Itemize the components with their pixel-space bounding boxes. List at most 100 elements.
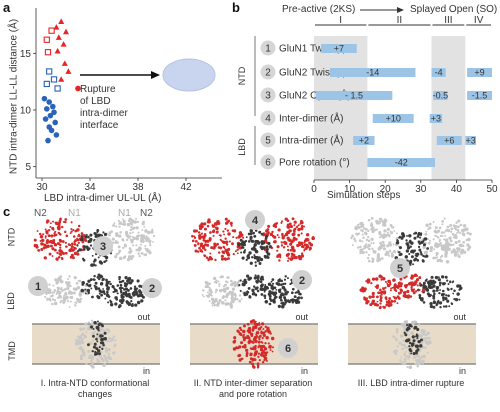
structure-atom [416, 337, 419, 340]
structure-atom [137, 247, 141, 251]
scatter-point [45, 137, 51, 144]
structure-atom [197, 234, 201, 237]
structure-atom [255, 333, 258, 336]
structure-atom [251, 288, 255, 292]
structure-atom [128, 247, 132, 250]
structure-atom [76, 238, 80, 242]
structure-atom [256, 258, 261, 263]
structure-atom [85, 362, 88, 365]
structure-atom [129, 296, 132, 299]
structure-atom [426, 292, 430, 296]
structure-atom [194, 250, 198, 253]
structure-atom [94, 264, 97, 267]
structure-atom [139, 291, 143, 294]
structure-atom [273, 296, 277, 300]
structure-atom [424, 279, 428, 282]
structure-atom [366, 246, 369, 249]
structure-atom [300, 254, 305, 258]
structure-atom [240, 341, 244, 345]
structure-atom [420, 341, 424, 345]
structure-atom [241, 282, 246, 287]
structure-atom [223, 287, 226, 291]
structure-atom [401, 343, 404, 347]
structure-atom [70, 230, 73, 233]
structure-atom [214, 304, 216, 306]
structure-atom [399, 288, 402, 291]
structure-atom [410, 255, 414, 259]
scatter-point [46, 68, 53, 75]
structure-atom [257, 346, 260, 349]
phase-label: II [397, 15, 403, 26]
structure-atom [421, 345, 425, 349]
y-tick-label: 10 [20, 106, 32, 117]
phase-label: III [444, 15, 452, 26]
scatter-point [50, 76, 58, 83]
structure-atom [286, 236, 290, 240]
structure-atom [91, 295, 94, 299]
row-number-badge [260, 64, 276, 80]
structure-marker: 3 [100, 241, 106, 253]
structure-atom [385, 250, 388, 253]
structure-atom [103, 232, 108, 237]
structure-atom [119, 289, 123, 293]
structure-atom [90, 319, 94, 322]
state-start-label: Pre-active (2KS) [282, 4, 356, 15]
structure-atom [206, 224, 210, 228]
structure-atom [250, 239, 255, 243]
structure-atom [124, 292, 128, 297]
structure-atom [118, 280, 122, 284]
structure-atom [109, 303, 114, 307]
structure-atom [271, 234, 275, 238]
structure-atom [242, 324, 246, 328]
structure-atom [129, 287, 133, 290]
structure-atom [112, 290, 115, 294]
structure-atom [214, 299, 218, 303]
structure-atom [115, 239, 118, 242]
structure-atom [144, 244, 147, 247]
structure-atom [430, 275, 434, 279]
structure-atom [466, 243, 470, 247]
panel-c-svg: out in out in out in 1 2 3 4 2 6 5 [28, 210, 476, 376]
structure-atom [239, 289, 242, 292]
structure-atom [370, 237, 374, 241]
structure-atom [457, 239, 461, 243]
structure-atom [42, 233, 45, 236]
structure-atom [242, 329, 246, 334]
structure-atom [201, 293, 204, 296]
structure-atom [276, 245, 280, 249]
structure-atom [350, 236, 353, 240]
structure-atom [433, 248, 436, 251]
structure-atom [378, 291, 382, 295]
structure-atom [92, 345, 96, 349]
panel-a: 30 34 38 42 5 10 15 × LBD intra-dimer UL-UL (Å… [0, 0, 230, 204]
structure-atom [360, 228, 363, 232]
structure-atom [147, 230, 151, 235]
structure-atom [245, 236, 248, 239]
structure-atom [385, 300, 389, 304]
structure-atom [69, 255, 73, 259]
structure-atom [95, 233, 98, 236]
structure-atom [40, 242, 44, 246]
structure-atom [271, 230, 274, 234]
structure-atom [454, 240, 458, 245]
structure-atom [359, 251, 362, 255]
structure-atom [233, 280, 237, 284]
structure-atom [278, 255, 281, 258]
structure-atom [207, 258, 210, 262]
structure-atom [47, 234, 51, 238]
structure-atom [428, 294, 431, 297]
structure-atom [283, 278, 287, 281]
structure-atom [447, 294, 450, 297]
structure-atom [88, 239, 92, 243]
structure-atom [439, 256, 442, 259]
structure-atom [302, 225, 305, 228]
structure-atom [425, 230, 428, 233]
structure-atom [398, 246, 402, 250]
structure-atom [269, 349, 272, 352]
structure-atom [198, 226, 203, 231]
structure-atom [404, 333, 408, 337]
structure-atom [240, 298, 243, 300]
structure-atom [53, 248, 57, 252]
timeline-bar [431, 68, 446, 77]
structure-atom [254, 264, 258, 267]
